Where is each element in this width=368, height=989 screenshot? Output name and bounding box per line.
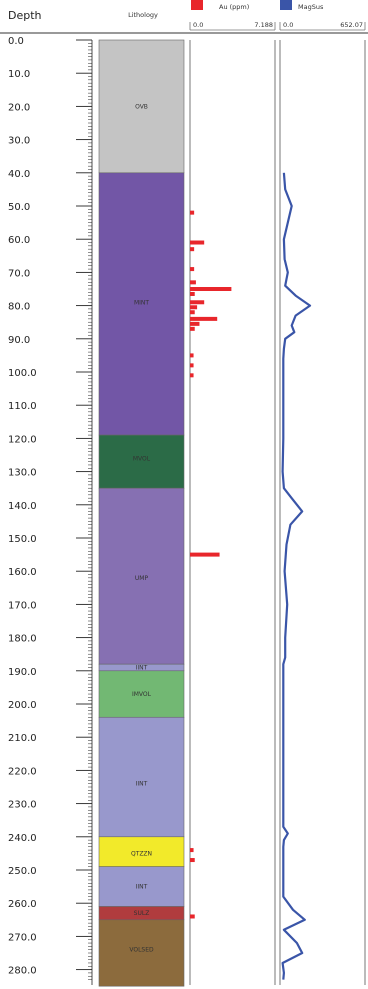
depth-tick-label: 230.0 — [8, 800, 37, 811]
lithology-label: IMVOL — [132, 691, 152, 698]
depth-header: Depth — [8, 9, 42, 22]
au-bar — [190, 291, 195, 296]
depth-tick-label: 20.0 — [8, 102, 30, 113]
lithology-label: MVOL — [133, 455, 151, 462]
au-bar — [190, 247, 195, 252]
depth-tick-label: 70.0 — [8, 268, 30, 279]
au-bar — [190, 240, 205, 245]
au-bar — [190, 373, 194, 378]
lithology-unit — [98, 39, 185, 174]
depth-tick-label: 10.0 — [8, 69, 30, 80]
depth-tick-label: 60.0 — [8, 235, 30, 246]
au-bar — [190, 316, 218, 321]
lithology-label: MINT — [134, 299, 149, 306]
depth-tick-label: 130.0 — [8, 468, 37, 479]
lithology-label: QTZZN — [131, 850, 152, 857]
depth-tick-label: 30.0 — [8, 136, 30, 147]
magsus-series-line — [281, 172, 312, 980]
au-axis-min: 0.0 — [193, 21, 203, 29]
lithology-label: IINT — [136, 884, 148, 891]
lithology-label: OVB — [135, 103, 148, 110]
lithology-label: SULZ — [134, 910, 150, 917]
depth-tick-label: 220.0 — [8, 766, 37, 777]
depth-tick-label: 210.0 — [8, 733, 37, 744]
depth-tick-label: 100.0 — [8, 368, 37, 379]
lithology-unit — [98, 866, 185, 907]
lithology-label: VOLSED — [129, 947, 154, 954]
depth-tick-label: 150.0 — [8, 534, 37, 545]
au-bar — [190, 552, 220, 557]
depth-tick-label: 200.0 — [8, 700, 37, 711]
magsus-axis-max: 652.07 — [340, 21, 363, 29]
au-legend-label: Au (ppm) — [219, 3, 249, 11]
depth-tick-label: 180.0 — [8, 634, 37, 645]
au-bar — [190, 300, 205, 305]
au-track — [190, 210, 232, 919]
depth-tick-label: 80.0 — [8, 302, 30, 313]
lithology-header: Lithology — [128, 11, 158, 19]
au-bar — [190, 353, 194, 358]
depth-tick-label: 40.0 — [8, 169, 30, 180]
au-bar — [190, 310, 195, 315]
depth-tick-label: 110.0 — [8, 401, 37, 412]
depth-tick-label: 240.0 — [8, 833, 37, 844]
au-bar — [190, 858, 195, 863]
au-bar — [190, 305, 198, 310]
lithology-label: IINT — [136, 781, 148, 788]
depth-tick-label: 260.0 — [8, 899, 37, 910]
au-bar — [190, 321, 200, 326]
depth-tick-label: 160.0 — [8, 567, 37, 578]
depth-tick-label: 270.0 — [8, 932, 37, 943]
lithology-unit — [98, 716, 185, 838]
magsus-legend-swatch — [280, 0, 292, 10]
depth-tick-label: 190.0 — [8, 667, 37, 678]
lithology-label: IINT — [136, 664, 148, 671]
depth-tick-label: 0.0 — [8, 36, 24, 47]
magsus-axis-min: 0.0 — [283, 21, 293, 29]
au-bar — [190, 267, 195, 272]
magsus-track — [281, 172, 312, 980]
lithology-unit — [98, 434, 185, 489]
lithology-unit — [98, 487, 185, 665]
depth-tick-label: 90.0 — [8, 335, 30, 346]
depth-tick-label: 50.0 — [8, 202, 30, 213]
header: Depth Lithology Au (ppm) 0.0 7.188 MagSu… — [8, 0, 366, 31]
au-bar — [190, 914, 195, 919]
magsus-legend-label: MagSus — [298, 3, 324, 11]
au-bar — [190, 363, 194, 368]
depth-tick-label: 170.0 — [8, 600, 37, 611]
au-legend-swatch — [191, 0, 203, 10]
lithology-track: OVB MINT MVOL UMP IINT IMVOL IINT QTZZN IINT SULZ… — [98, 39, 185, 987]
depth-tick-label: 120.0 — [8, 434, 37, 445]
au-bar — [190, 280, 196, 285]
lithology-label: UMP — [135, 575, 149, 582]
au-bar — [190, 848, 194, 853]
au-bar — [190, 287, 232, 291]
depth-tick-label: 140.0 — [8, 501, 37, 512]
au-bar — [190, 326, 195, 331]
lithology-unit — [98, 670, 185, 718]
depth-tick-label: 280.0 — [8, 966, 37, 977]
depth-ruler: 0.0 10.0 20.0 30.0 40.0 50.0 60.0 70.0 80.0 90.0 1… — [8, 36, 93, 985]
au-axis-max: 7.188 — [254, 21, 273, 29]
au-bar — [190, 210, 195, 215]
lithology-unit — [98, 919, 185, 987]
depth-tick-label: 250.0 — [8, 866, 37, 877]
lithology-unit — [98, 836, 185, 867]
